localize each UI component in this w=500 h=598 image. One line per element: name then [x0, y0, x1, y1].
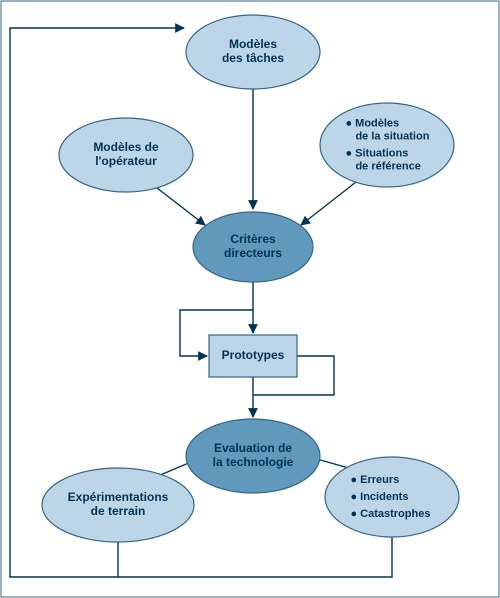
- node-evaluation: Evaluation dela technologie: [186, 419, 320, 493]
- node-experimentations: Expérimentationsde terrain: [42, 468, 194, 542]
- node-bullet: ● Modèles: [345, 117, 399, 129]
- node-bullet: ● Situations: [345, 147, 408, 159]
- node-modeles_taches: Modèlesdes tâches: [186, 15, 320, 89]
- node-bullet: ● Incidents: [350, 491, 408, 503]
- node-criteres_directeurs: Critèresdirecteurs: [193, 212, 313, 282]
- node-modeles_operateur: Modèles del'opérateur: [59, 118, 193, 192]
- node-bullet: de la situation: [355, 130, 429, 142]
- node-bullet: de référence: [355, 160, 420, 172]
- node-label: de terrain: [91, 504, 146, 518]
- node-prototypes: Prototypes: [209, 335, 297, 377]
- node-label: l'opérateur: [95, 154, 157, 168]
- node-label: Prototypes: [222, 348, 285, 362]
- node-label: Modèles de: [93, 140, 159, 154]
- node-label: Critères: [230, 232, 276, 246]
- node-erreurs: ● Erreurs ● Incidents ● Catastrophes: [325, 457, 459, 537]
- node-label: la technologie: [213, 455, 294, 469]
- node-label: directeurs: [224, 246, 282, 260]
- node-label: Evaluation de: [214, 441, 292, 455]
- node-label: Modèles: [229, 37, 277, 51]
- node-label: des tâches: [222, 51, 284, 65]
- node-label: Expérimentations: [68, 490, 169, 504]
- node-bullet: ● Erreurs: [350, 474, 399, 486]
- node-bullet: ● Catastrophes: [350, 508, 430, 520]
- node-modeles_situation: ● Modèlesde la situation ● Situationsde r…: [320, 103, 454, 187]
- flowchart-canvas: Modèlesdes tâches Modèles del'opérateur ● …: [0, 0, 500, 598]
